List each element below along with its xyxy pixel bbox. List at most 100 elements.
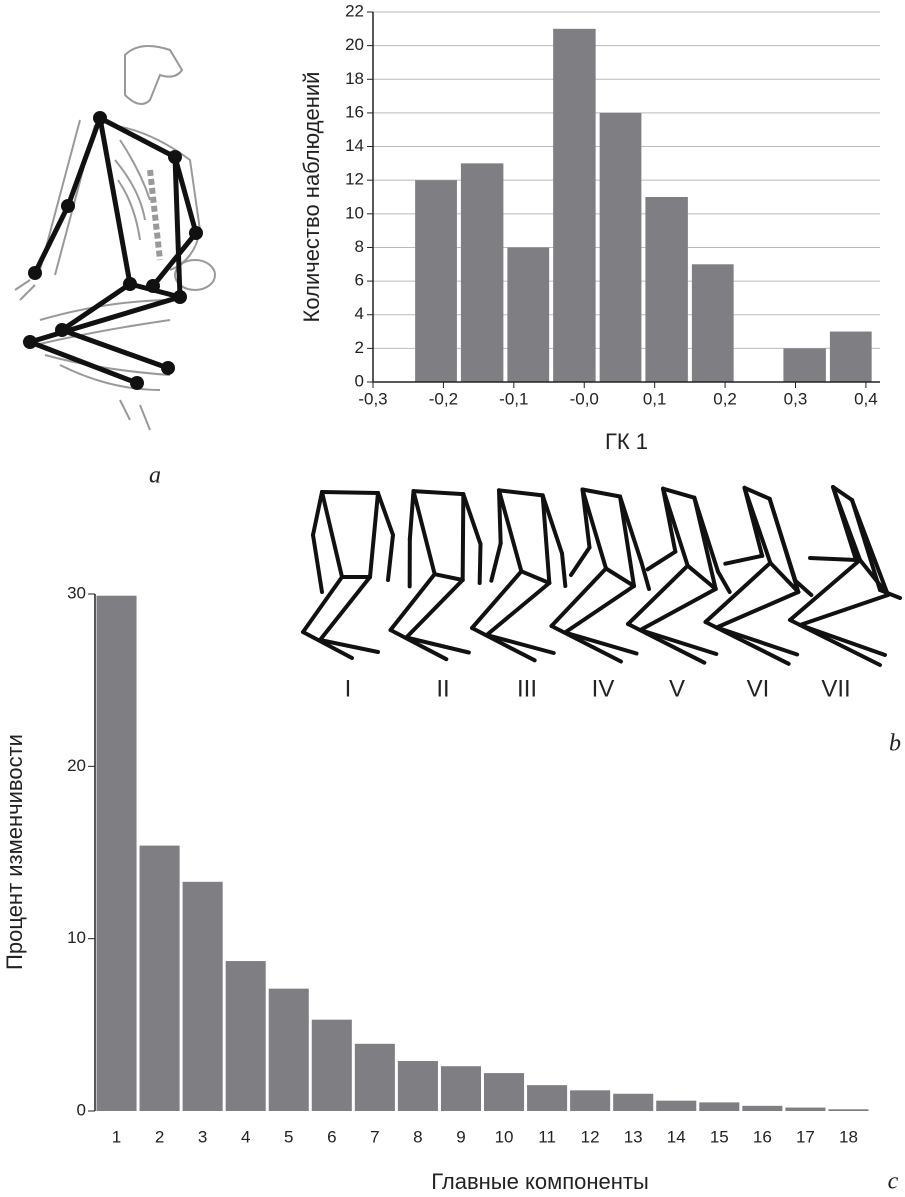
ribs [114, 139, 151, 241]
stick [311, 490, 324, 537]
stick [407, 489, 416, 542]
stick [788, 558, 862, 622]
stick [850, 498, 890, 597]
histogram-bar [645, 197, 688, 382]
pose-label: V [669, 675, 685, 702]
x-tick-label: 1 [112, 1127, 121, 1146]
stick [563, 630, 639, 656]
pose-figure [549, 487, 651, 664]
x-tick-label: 3 [198, 1127, 207, 1146]
histogram-bar [829, 331, 872, 382]
x-tick-label: -0,2 [429, 389, 458, 408]
skull [124, 45, 184, 105]
stick [798, 623, 887, 657]
joint [173, 290, 187, 304]
stick [742, 485, 773, 565]
stick [626, 563, 690, 626]
stick [411, 489, 437, 577]
stick [301, 630, 354, 660]
stick [767, 496, 801, 594]
x-tick-label: -0,0 [570, 389, 599, 408]
bar [311, 1019, 352, 1111]
joints [23, 111, 203, 390]
stick [618, 494, 636, 588]
joint [61, 199, 75, 213]
bar [785, 1107, 826, 1111]
skeleton-drawing [14, 45, 216, 431]
x-tick-label: 0,4 [854, 389, 878, 408]
x-tick-label: 2 [155, 1127, 164, 1146]
y-tick-label: 12 [345, 170, 364, 189]
histogram-bar [415, 180, 457, 382]
stick [404, 635, 471, 655]
stick [831, 485, 854, 502]
stick [661, 486, 697, 500]
y-tick-label: 0 [355, 371, 364, 390]
stick [388, 572, 437, 632]
stick [97, 115, 133, 287]
joint [23, 335, 37, 349]
stick [569, 545, 592, 577]
stick [386, 533, 395, 582]
stick [742, 485, 772, 501]
stick [580, 487, 608, 571]
bar [139, 845, 180, 1111]
stick [318, 638, 380, 654]
stick [540, 493, 564, 556]
joint [93, 111, 107, 125]
y-tick-label: 30 [67, 583, 86, 602]
stick [645, 549, 678, 572]
y-tick-label: 10 [67, 928, 86, 947]
bar [354, 1043, 395, 1111]
pose-label: IV [592, 675, 615, 702]
stick [703, 560, 773, 624]
x-tick-label: 15 [710, 1127, 729, 1146]
y-tick-label: 18 [345, 69, 364, 88]
stick [172, 154, 183, 300]
pose-label: VII [821, 675, 850, 702]
stick [858, 558, 890, 597]
panel-label: b [889, 731, 901, 757]
stick [540, 493, 552, 585]
joint [28, 266, 42, 280]
bar [440, 1066, 481, 1111]
stick [484, 581, 552, 637]
x-tick-label: 16 [753, 1127, 772, 1146]
histogram-bar [783, 348, 826, 382]
y-tick-label: 4 [355, 304, 364, 323]
stick [484, 633, 556, 655]
x-tick-label: 11 [538, 1127, 556, 1146]
x-tick-label: 18 [839, 1127, 858, 1146]
stick [497, 488, 545, 498]
stick [685, 563, 718, 591]
stick [549, 566, 608, 628]
y-tick-label: 10 [345, 203, 364, 222]
joint [146, 279, 160, 293]
bar [699, 1102, 740, 1111]
y-axis-label: Количество наблюдений [299, 72, 324, 323]
stick [470, 569, 524, 630]
y-tick-label: 20 [67, 756, 86, 775]
x-tick-label: -0,3 [358, 389, 387, 408]
stick [311, 533, 324, 594]
joint [130, 376, 144, 390]
pose-label: II [436, 675, 449, 702]
y-tick-label: 0 [77, 1100, 86, 1119]
y-tick-label: 2 [355, 338, 364, 357]
pelvis [174, 259, 216, 291]
x-tick-label: 0,3 [784, 389, 808, 408]
stick [549, 624, 623, 664]
histogram-bar [691, 264, 734, 382]
histogram-bar [460, 163, 504, 382]
stick [32, 115, 103, 276]
x-tick-label: 4 [241, 1127, 250, 1146]
stick [580, 487, 622, 499]
joint [55, 323, 69, 337]
bar [613, 1093, 654, 1111]
bar [268, 988, 309, 1111]
stick [477, 542, 483, 585]
bar [742, 1105, 783, 1111]
stick [489, 541, 503, 583]
leg-bones [34, 299, 176, 391]
bar [397, 1061, 438, 1111]
